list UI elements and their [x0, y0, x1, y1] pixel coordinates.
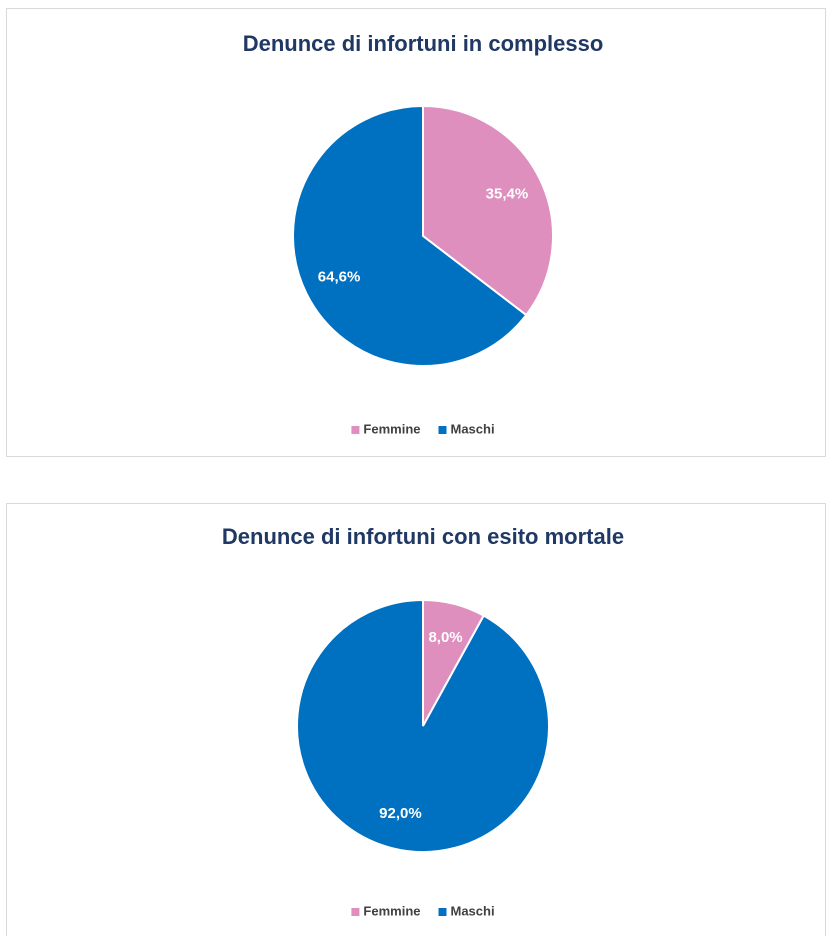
chart-title: Denunce di infortuni in complesso [243, 31, 604, 56]
slice-label: 35,4% [486, 186, 529, 203]
legend-text: Femmine [363, 421, 420, 436]
slice-label: 8,0% [428, 629, 462, 646]
legend: Femmine Maschi [351, 903, 495, 918]
pie-slice [292, 104, 528, 367]
legend-swatch [438, 908, 447, 916]
legend-text: Maschi [451, 421, 495, 436]
legend-swatch [351, 908, 360, 916]
legend-text: Maschi [451, 903, 495, 918]
chart-title: Denunce di infortuni con esito mortale [222, 524, 624, 549]
pie-slice [296, 598, 550, 853]
legend-swatch [351, 426, 360, 434]
slice-label: 64,6% [318, 268, 361, 285]
pie-slice [422, 104, 554, 317]
legend: Femmine Maschi [351, 421, 495, 436]
legend-swatch [438, 426, 447, 434]
slice-label: 92,0% [379, 805, 422, 822]
legend-text: Femmine [363, 903, 420, 918]
